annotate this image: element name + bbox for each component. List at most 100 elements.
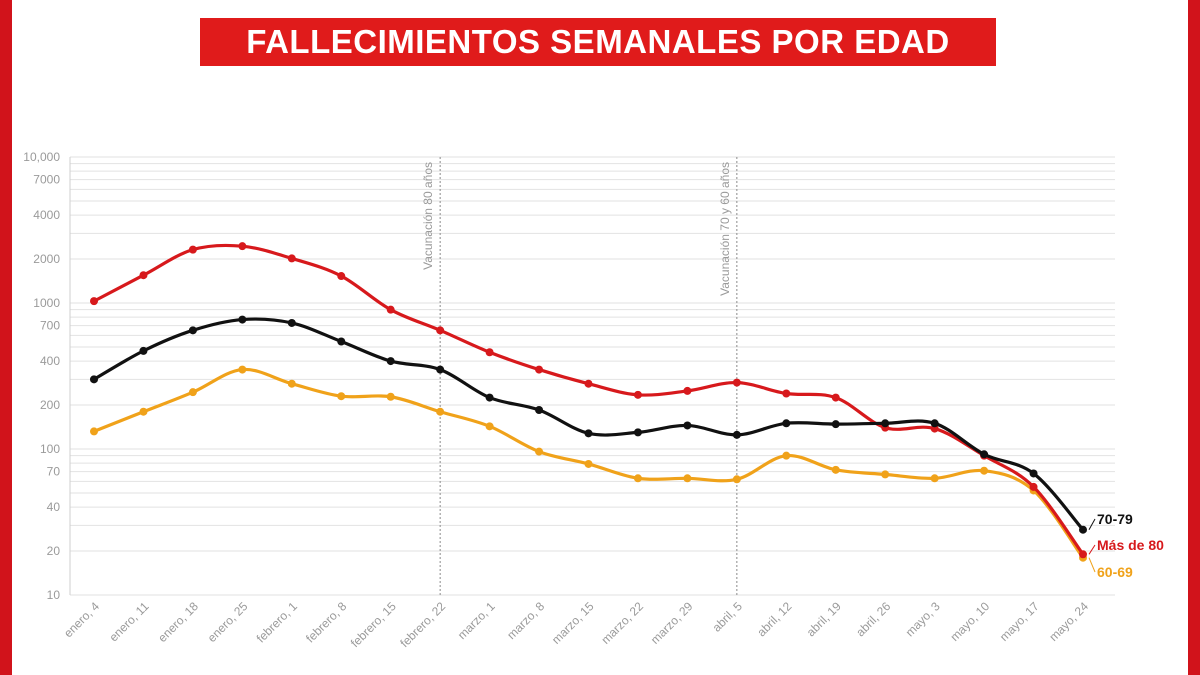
x-tick-label: enero, 25 — [205, 599, 251, 645]
vaccination-markers: Vacunación 80 años Vacunación 70 y 60 año… — [421, 157, 738, 595]
y-tick-label: 2000 — [33, 252, 60, 266]
data-point — [633, 390, 642, 399]
y-tick-label: 40 — [47, 500, 61, 514]
series-label: 60-69 — [1097, 564, 1133, 580]
y-tick-label: 10 — [47, 588, 61, 602]
data-point — [139, 346, 148, 355]
x-tick-label: enero, 4 — [61, 599, 102, 640]
data-point — [732, 430, 741, 439]
data-point — [386, 305, 395, 314]
x-tick-label: febrero, 15 — [348, 599, 399, 650]
data-point — [584, 459, 593, 468]
data-point — [90, 375, 98, 384]
y-tick-label: 1000 — [33, 296, 60, 310]
data-point — [732, 378, 741, 387]
data-point — [436, 365, 445, 374]
y-tick-label: 400 — [40, 354, 60, 368]
data-point — [337, 392, 346, 401]
data-point — [188, 245, 197, 254]
x-tick-label: mayo, 10 — [947, 599, 992, 644]
chart-title: FALLECIMIENTOS SEMANALES POR EDAD — [246, 23, 950, 60]
x-tick-label: marzo, 8 — [504, 599, 547, 642]
data-point — [238, 315, 247, 324]
data-point — [683, 474, 692, 483]
y-tick-label: 10,000 — [23, 150, 60, 164]
x-tick-label: marzo, 22 — [598, 599, 646, 647]
data-point — [683, 386, 692, 395]
frame-right — [1188, 0, 1200, 675]
data-point — [881, 419, 890, 428]
data-point — [535, 365, 544, 374]
series-label: 70-79 — [1097, 511, 1133, 527]
vaccination-label: Vacunación 80 años — [421, 162, 435, 270]
data-point — [139, 407, 148, 416]
x-tick-label: febrero, 22 — [397, 599, 448, 650]
x-tick-label: mayo, 17 — [997, 599, 1042, 644]
data-point — [188, 388, 197, 397]
data-point — [386, 392, 395, 401]
y-tick-label: 100 — [40, 442, 60, 456]
data-point — [930, 474, 939, 483]
series-label-leader — [1088, 518, 1096, 530]
data-point — [732, 475, 741, 484]
x-tick-label: febrero, 1 — [254, 599, 300, 645]
data-point — [1079, 525, 1087, 534]
data-point — [337, 272, 346, 281]
series-lines — [90, 242, 1087, 562]
series-line — [93, 243, 1085, 556]
data-point — [782, 389, 791, 398]
series-label-leader — [1088, 557, 1096, 573]
data-point — [436, 407, 445, 416]
data-point — [386, 357, 395, 366]
data-point — [535, 405, 544, 414]
y-tick-label: 200 — [40, 398, 60, 412]
series-label-leader — [1088, 544, 1096, 555]
vaccination-label: Vacunación 70 y 60 años — [718, 162, 732, 296]
x-tick-label: abril, 5 — [710, 599, 746, 635]
x-tick-label: abril, 12 — [754, 599, 794, 639]
data-point — [782, 419, 791, 428]
x-tick-label: marzo, 29 — [648, 599, 696, 647]
data-point — [238, 242, 247, 251]
data-point — [90, 297, 98, 306]
x-tick-label: marzo, 15 — [549, 599, 597, 647]
y-tick-label: 700 — [40, 319, 60, 333]
data-point — [238, 365, 247, 374]
data-point — [1029, 469, 1038, 478]
series-label: Más de 80 — [1097, 537, 1164, 553]
data-point — [485, 422, 494, 431]
data-point — [633, 428, 642, 437]
data-point — [90, 427, 98, 436]
data-point — [188, 326, 197, 335]
data-point — [831, 420, 840, 429]
x-tick-label: enero, 18 — [155, 599, 201, 645]
data-point — [930, 419, 939, 428]
data-point — [881, 470, 890, 479]
data-point — [831, 465, 840, 474]
data-point — [436, 326, 445, 335]
data-point — [980, 450, 989, 459]
data-point — [139, 271, 148, 280]
x-tick-label: abril, 19 — [804, 599, 844, 639]
data-point — [485, 348, 494, 357]
data-point — [287, 318, 296, 327]
y-tick-label: 7000 — [33, 173, 60, 187]
x-tick-label: mayo, 3 — [903, 599, 943, 639]
y-tick-label: 70 — [47, 465, 61, 479]
x-tick-label: marzo, 1 — [455, 599, 498, 642]
y-tick-label: 4000 — [33, 208, 60, 222]
chart-title-box: FALLECIMIENTOS SEMANALES POR EDAD — [200, 18, 996, 66]
data-point — [683, 421, 692, 430]
series-labels: Más de 80 70-79 60-69 — [1088, 511, 1164, 580]
y-axis-ticks: 10 20 40 70 100 200 400 700 1000 2000 4000 7000 10,0… — [23, 150, 60, 602]
y-tick-label: 20 — [47, 544, 61, 558]
data-point — [831, 393, 840, 402]
data-point — [584, 429, 593, 438]
frame-left — [0, 0, 12, 675]
data-point — [782, 451, 791, 460]
grid-lines — [69, 156, 1115, 596]
data-point — [980, 466, 989, 475]
data-point — [535, 447, 544, 456]
x-tick-label: febrero, 8 — [303, 599, 349, 645]
